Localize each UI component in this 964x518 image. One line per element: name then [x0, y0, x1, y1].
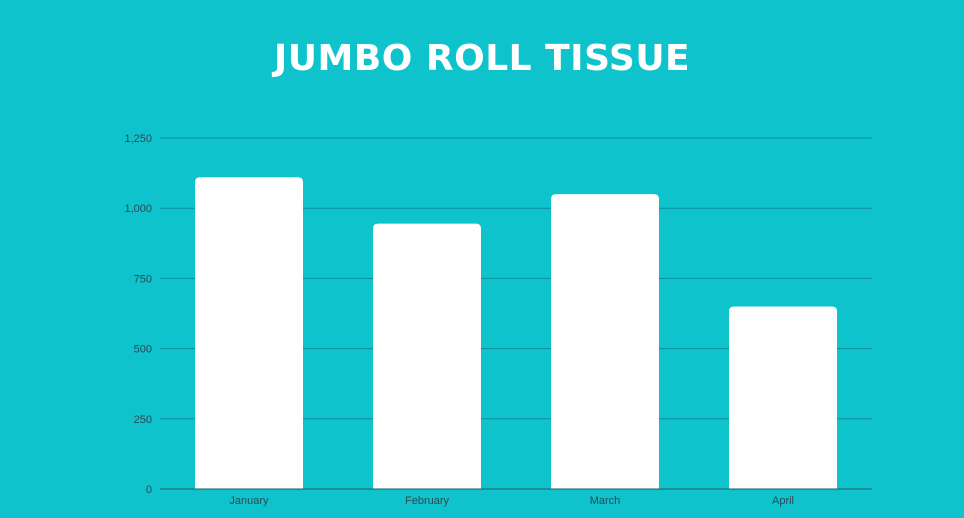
y-tick-label: 1,000 [124, 203, 152, 215]
x-tick-label: January [229, 495, 269, 507]
x-tick-label: April [772, 495, 794, 507]
chart-title: JUMBO ROLL TISSUE [273, 38, 691, 79]
y-tick-label: 250 [134, 414, 152, 426]
bar-march [551, 194, 659, 489]
x-tick-label: March [590, 495, 621, 507]
bar-january [195, 177, 303, 489]
bar-february [373, 223, 481, 490]
y-tick-label: 500 [134, 344, 152, 356]
y-tick-label: 750 [134, 273, 152, 285]
y-tick-label: 0 [146, 484, 152, 496]
y-tick-label: 1,250 [124, 133, 152, 145]
bar-april [729, 306, 837, 489]
x-tick-label: February [405, 495, 450, 507]
